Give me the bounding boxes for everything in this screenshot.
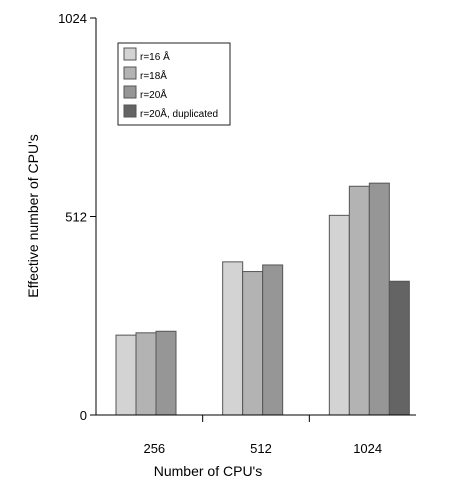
x-tick-label-512: 512 (250, 441, 272, 456)
y-tick-label-1024: 1024 (58, 11, 87, 26)
bar-1024-series-1 (328, 214, 350, 416)
legend: r=16 Å r=18Å r=20Å r=20Å, duplicated (117, 42, 231, 126)
legend-swatch-1 (123, 47, 137, 61)
legend-box (117, 42, 231, 126)
legend-label-2: r=18Å (140, 69, 167, 82)
x-tick-label-256: 256 (143, 441, 165, 456)
legend-label-3: r=20Å (140, 88, 167, 101)
bar-1024-series-3 (368, 182, 390, 416)
legend-label-4: r=20Å, duplicated (140, 107, 218, 120)
x-ticks-layer: 256 512 1024 (143, 415, 382, 456)
bar-256-series-3 (155, 330, 177, 416)
x-tick-label-1024: 1024 (353, 441, 382, 456)
legend-swatch-4 (123, 104, 137, 118)
y-axis-title: Effective number of CPU's (25, 134, 41, 297)
bar-256-series-1 (115, 334, 137, 416)
y-tick-label-512: 512 (65, 210, 87, 225)
bars-layer (115, 182, 410, 416)
bar-512-series-3 (262, 264, 284, 416)
legend-swatch-2 (123, 66, 137, 80)
bar-512-series-1 (222, 261, 244, 416)
bar-256-series-2 (135, 332, 157, 416)
bar-1024-series-4 (388, 280, 410, 416)
y-ticks-layer: 0 512 1024 (58, 11, 96, 423)
legend-label-1: r=16 Å (140, 50, 170, 63)
x-axis-title: Number of CPU's (154, 463, 262, 479)
y-tick-label-0: 0 (80, 408, 87, 423)
bar-512-series-2 (242, 271, 264, 416)
legend-swatch-3 (123, 85, 137, 99)
legend-items: r=16 Å r=18Å r=20Å r=20Å, duplicated (123, 47, 218, 120)
bar-1024-series-2 (348, 185, 370, 416)
